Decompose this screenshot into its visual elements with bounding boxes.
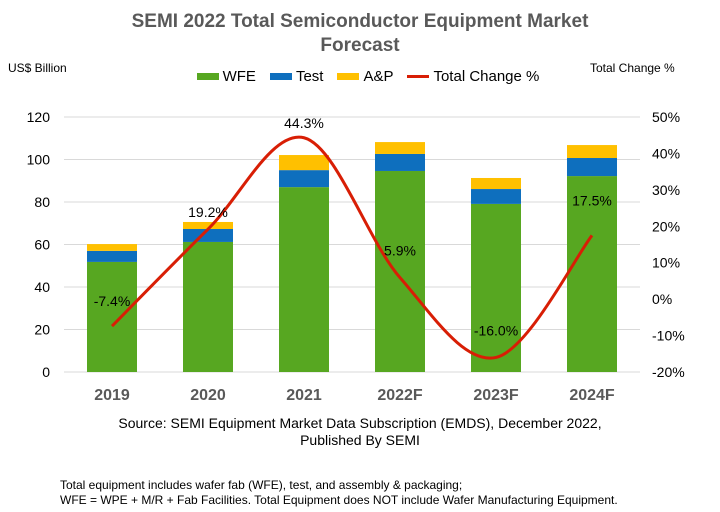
y2-tick-label: 10%: [652, 255, 680, 271]
bar-ap: [375, 142, 425, 154]
bar-test: [471, 189, 521, 204]
chart-title: SEMI 2022 Total Semiconductor Equipment …: [131, 11, 589, 56]
x-tick-label: 2024F: [569, 387, 615, 404]
y-tick-label: 60: [34, 237, 50, 253]
bar-ap: [567, 145, 617, 159]
legend-swatch-wfe: [196, 73, 219, 80]
y-tick-label: 80: [34, 194, 50, 210]
bar-ap: [279, 155, 329, 171]
x-tick-label: 2019: [94, 387, 130, 404]
line-total-change: [110, 135, 594, 360]
x-tick-label: 2022F: [377, 387, 423, 404]
legend-item-ap: A&P: [337, 68, 393, 85]
legend-item-total-change: Total Change %: [407, 68, 539, 85]
bar-wfe: [183, 241, 233, 372]
footnote: Total equipment includes wafer fab (WFE)…: [60, 478, 618, 507]
y-tick-label: 120: [27, 109, 51, 125]
bar-ap: [471, 177, 521, 190]
x-tick-label: 2020: [190, 387, 226, 404]
legend: WFE Test A&P Total Change %: [8, 68, 720, 85]
bar-wfe: [279, 187, 329, 372]
x-tick-label: 2021: [286, 387, 322, 404]
bar-test: [279, 170, 329, 188]
bar-test: [375, 153, 425, 171]
data-label: 17.5%: [572, 192, 612, 208]
y-tick-label: 100: [27, 152, 51, 168]
bar-ap: [87, 244, 137, 251]
bar-wfe: [471, 203, 521, 372]
y2-tick-label: 40%: [652, 145, 680, 161]
y-axis-title: US$ Billion: [8, 61, 67, 75]
y2-tick-label: 50%: [652, 109, 680, 125]
data-label: 44.3%: [284, 115, 324, 131]
bar-wfe: [375, 170, 425, 372]
y-tick-label: 20: [34, 322, 50, 338]
y2-axis-title: Total Change %: [590, 61, 675, 75]
bar-wfe: [87, 261, 137, 372]
y2-tick-label: -20%: [652, 364, 685, 380]
y-tick-label: 0: [42, 364, 50, 380]
data-label: -16.0%: [474, 322, 518, 338]
source-text: Source: SEMI Equipment Market Data Subsc…: [118, 415, 602, 448]
y-tick-label: 40: [34, 279, 50, 295]
data-label: 5.9%: [384, 243, 416, 259]
y2-tick-label: -10%: [652, 328, 685, 344]
y2-tick-label: 20%: [652, 218, 680, 234]
bar-test: [183, 228, 233, 242]
y2-tick-label: 30%: [652, 182, 680, 198]
legend-swatch-test: [269, 73, 292, 80]
legend-item-test: Test: [269, 68, 323, 85]
x-tick-label: 2023F: [473, 387, 519, 404]
bar-wfe: [567, 176, 617, 372]
data-label: -7.4%: [94, 293, 131, 309]
legend-item-wfe: WFE: [196, 68, 256, 85]
legend-swatch-ap: [337, 73, 360, 80]
legend-swatch-total-change: [407, 75, 430, 78]
data-label: 19.2%: [188, 204, 228, 220]
bar-ap: [183, 221, 233, 229]
bar-test: [567, 158, 617, 177]
bar-test: [87, 250, 137, 262]
y2-tick-label: 0%: [652, 291, 672, 307]
